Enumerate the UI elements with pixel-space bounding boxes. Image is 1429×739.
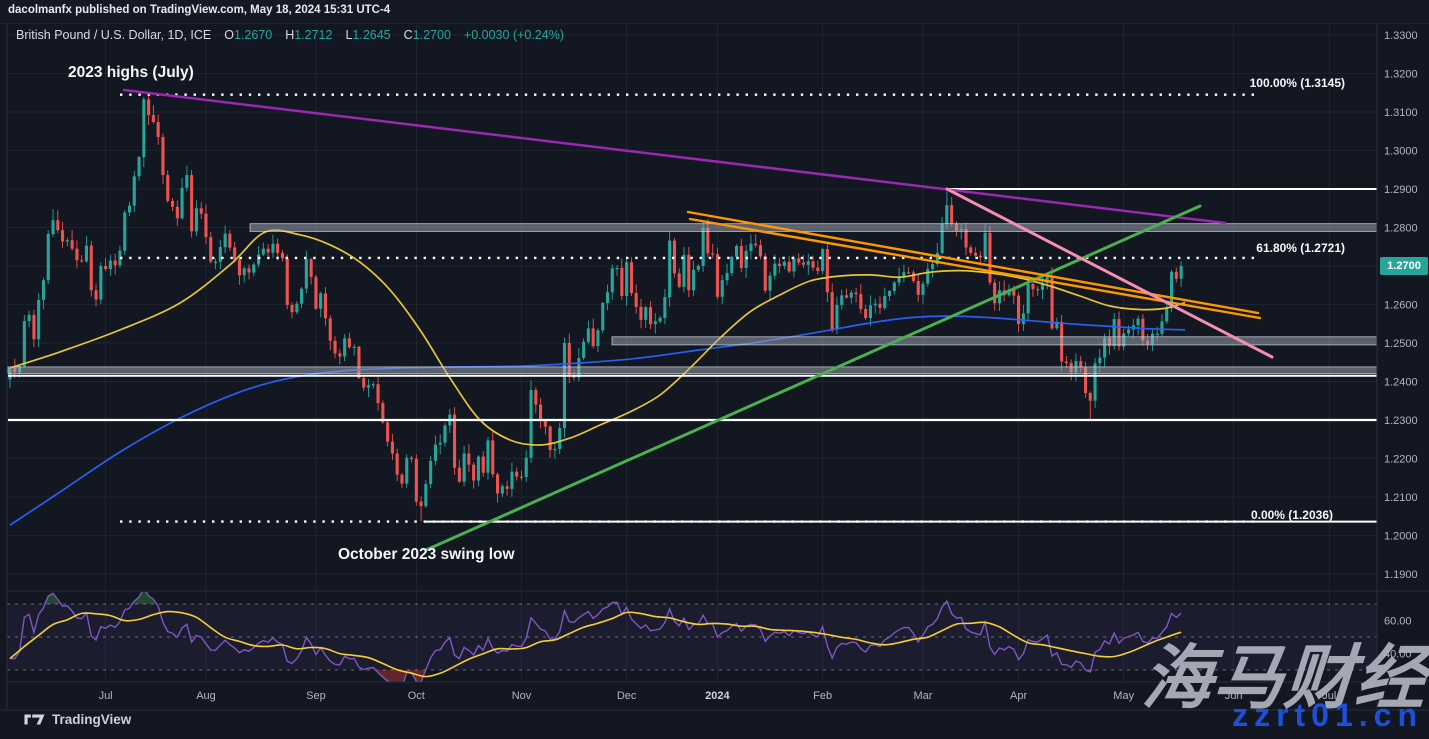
publish-attribution-text: dacolmanfx published on TradingView.com,… <box>8 4 391 16</box>
tradingview-logo-text: TradingView <box>52 712 132 727</box>
trendlines-layer <box>122 88 1274 552</box>
rsi-ma-line <box>9 610 1182 678</box>
time-tick-label: May <box>1113 690 1134 702</box>
high-value: 1.2712 <box>294 28 333 42</box>
open-value: 1.2670 <box>233 28 273 42</box>
high-readout: H1.2712 <box>279 28 332 42</box>
time-tick-label: Apr <box>1010 690 1027 702</box>
symbol-info-bar[interactable]: British Pound / U.S. Dollar, 1D, ICE O1.… <box>16 28 564 42</box>
steep-downtrend-from-march-high <box>945 187 1274 359</box>
price-tick-label: 1.3200 <box>1384 69 1418 81</box>
time-tick-label: Jul <box>1322 690 1336 702</box>
price-tick-label: 1.2600 <box>1384 300 1418 312</box>
pane-borders <box>0 22 1429 711</box>
horizontal-levels-layer <box>8 188 1377 523</box>
price-tick-label: 1.2400 <box>1384 377 1418 389</box>
price-tick-label: 1.2000 <box>1384 531 1418 543</box>
supply-zone-1.2800 <box>249 223 1378 232</box>
time-tick-label: Jul <box>99 690 113 702</box>
annotation-october-swing-low: October 2023 swing low <box>338 546 515 563</box>
downtrend-from-2023-high <box>122 88 1227 225</box>
fast-ma-line <box>9 229 1186 446</box>
rsi-line <box>10 592 1182 682</box>
tradingview-logo-icon <box>24 714 45 725</box>
time-tick-label: Aug <box>196 690 216 702</box>
close-label: C <box>403 28 413 42</box>
demand-zone-1.2430 <box>7 366 1378 374</box>
price-zones-layer <box>7 223 1378 374</box>
annotation-2023-highs: 2023 highs (July) <box>68 64 194 81</box>
rsi-pane-layer <box>9 592 1182 682</box>
time-tick-label: Jun <box>1225 690 1243 702</box>
candles-layer <box>8 95 1183 522</box>
symbol-title: British Pound / U.S. Dollar, 1D, ICE <box>16 28 212 42</box>
close-value: 1.2700 <box>412 28 451 42</box>
price-tick-label: 1.1900 <box>1384 569 1418 581</box>
rsi-tick-label: 40.00 <box>1384 649 1412 661</box>
open-label: O <box>224 28 234 42</box>
time-tick-label: Sep <box>306 690 326 702</box>
time-tick-label: Oct <box>408 690 425 702</box>
low-value: 1.2645 <box>352 28 391 42</box>
price-tick-label: 1.2100 <box>1384 492 1418 504</box>
low-label: L <box>345 28 353 42</box>
uptrend-from-october-low <box>424 204 1202 552</box>
price-tick-label: 1.3300 <box>1384 30 1418 42</box>
price-tick-label: 1.2900 <box>1384 184 1418 196</box>
price-tick-label: 1.3000 <box>1384 146 1418 158</box>
time-tick-label: Nov <box>512 690 532 702</box>
fib-label-100: 100.00% (1.3145) <box>1249 76 1345 90</box>
change-value: +0.0030 (+0.24%) <box>463 28 564 42</box>
orange-channel-upper <box>686 210 1260 315</box>
close-readout: C1.2700 <box>398 28 451 42</box>
slow-ma-line <box>9 315 1186 526</box>
rsi-curves <box>9 592 1182 682</box>
watermark-site-url: zzrt01.cn <box>1232 697 1423 733</box>
rsi-tick-label: 60.00 <box>1384 616 1412 628</box>
open-readout: O1.2670 <box>218 28 272 42</box>
time-axis[interactable]: Jul Aug Sep Oct Nov Dec 2024 Feb Mar Apr May Jun Jul <box>99 690 1337 702</box>
time-tick-label: 2024 <box>705 690 730 702</box>
price-tick-label: 1.3100 <box>1384 107 1418 119</box>
high-label: H <box>285 28 295 42</box>
time-tick-label: Feb <box>813 690 832 702</box>
time-tick-label: Dec <box>617 690 637 702</box>
tradingview-attribution[interactable]: TradingView <box>24 712 131 727</box>
fib-label-61-80: 61.80% (1.2721) <box>1256 241 1345 255</box>
price-tick-label: 1.2300 <box>1384 415 1418 427</box>
price-axis[interactable]: 1.33001.32001.31001.30001.29001.28001.27… <box>1384 30 1418 661</box>
demand-zone-1.2505 <box>611 336 1378 346</box>
price-tick-label: 1.2200 <box>1384 454 1418 466</box>
price-tick-label: 1.2500 <box>1384 338 1418 350</box>
time-tick-label: Mar <box>914 690 933 702</box>
fib-label-0: 0.00% (1.2036) <box>1250 508 1333 522</box>
low-readout: L1.2645 <box>339 28 390 42</box>
moving-averages-layer <box>9 229 1186 526</box>
price-tick-label: 1.2800 <box>1384 223 1418 235</box>
rsi-pane-background <box>7 603 1377 671</box>
last-price-tag: 1.2700 <box>1380 257 1428 275</box>
publish-bar: dacolmanfx published on TradingView.com,… <box>0 0 1429 23</box>
